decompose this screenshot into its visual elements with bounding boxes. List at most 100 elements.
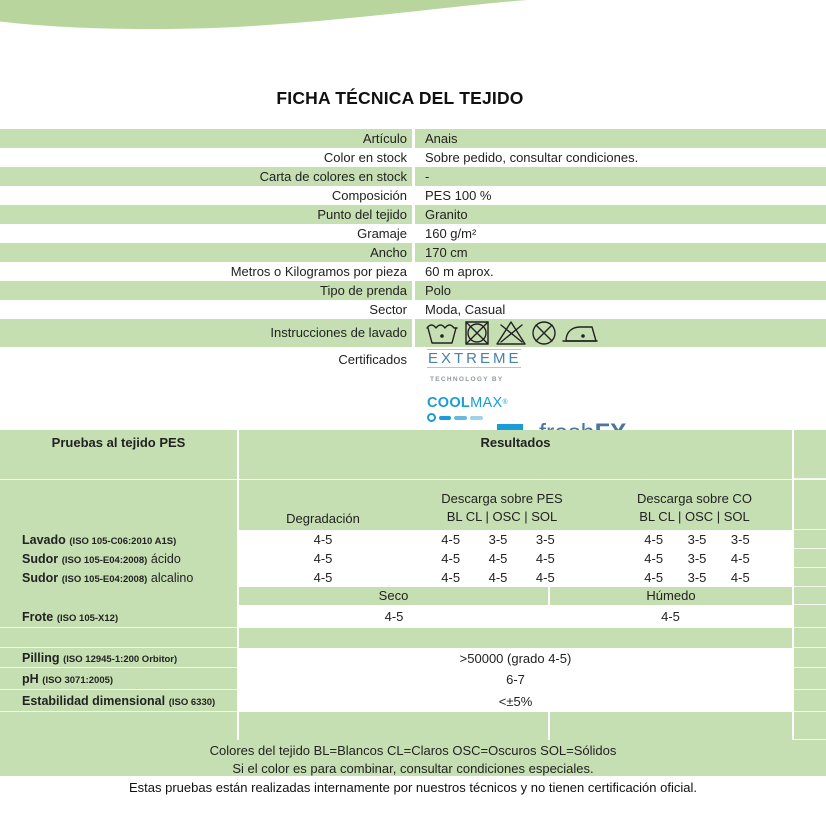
table-edge bbox=[794, 587, 826, 605]
degradacion-header: Degradación bbox=[286, 511, 360, 526]
ph-value: 6-7 bbox=[239, 668, 792, 690]
care-instructions-row: Instrucciones de lavado bbox=[0, 319, 826, 347]
table-row: Color en stock Sobre pedido, consultar c… bbox=[0, 148, 826, 167]
property-value: Anais bbox=[415, 129, 826, 148]
test-name: Sudor bbox=[22, 571, 59, 585]
test-name: Estabilidad dimensional bbox=[22, 694, 166, 708]
table-row: Metros o Kilogramos por pieza 60 m aprox… bbox=[0, 262, 826, 281]
dash-icon bbox=[470, 415, 483, 420]
pes-values: 4-5 4-5 4-5 bbox=[441, 570, 555, 585]
test-name: Frote bbox=[22, 610, 54, 624]
extreme-wordmark: EXTREME bbox=[428, 350, 522, 367]
table-row: Composición PES 100 % bbox=[0, 186, 826, 205]
co-values: 4-5 3-5 4-5 bbox=[644, 570, 750, 585]
coolmax-ring-icon bbox=[427, 413, 436, 422]
results-header: Resultados bbox=[239, 430, 792, 479]
property-value: 60 m aprox. bbox=[425, 264, 494, 279]
descarga-co-header: Descarga sobre CO BL CL | OSC | SOL bbox=[597, 480, 792, 530]
color-legend-band: Colores del tejido BL=Blancos CL=Claros … bbox=[0, 740, 826, 776]
combination-note-line: Si el color es para combinar, consultar … bbox=[232, 761, 594, 776]
dash-icon bbox=[454, 415, 467, 420]
estabilidad-value: <±5% bbox=[239, 690, 792, 712]
property-value: 160 g/m² bbox=[425, 226, 477, 241]
header-swoosh-graphic bbox=[0, 0, 527, 30]
table-row: Punto del tejido Granito bbox=[0, 205, 826, 224]
test-name: Lavado bbox=[22, 533, 66, 547]
column-divider bbox=[412, 148, 415, 167]
table-edge bbox=[794, 690, 826, 712]
test-iso: (ISO 105-C06:2010 A1S) bbox=[69, 536, 177, 547]
descarga-co-title: Descarga sobre CO bbox=[637, 491, 752, 506]
empty-cell bbox=[0, 587, 237, 605]
table-row: Ancho 170 cm bbox=[0, 243, 826, 262]
spacer-row bbox=[0, 712, 826, 740]
humedo-header: Húmedo bbox=[550, 587, 792, 605]
property-label: Tipo de prenda bbox=[0, 281, 412, 300]
registered-mark: ® bbox=[502, 399, 508, 406]
coolmax-max-text: MAX bbox=[470, 395, 503, 411]
test-iso: (ISO 105-X12) bbox=[56, 613, 119, 624]
color-legend-line: Colores del tejido BL=Blancos CL=Claros … bbox=[209, 743, 617, 758]
test-name: Pilling bbox=[22, 651, 60, 665]
property-label: Carta de colores en stock bbox=[0, 167, 412, 186]
test-name: Sudor bbox=[22, 552, 59, 566]
table-edge bbox=[794, 430, 826, 479]
test-name: pH bbox=[22, 672, 39, 686]
property-value: Moda, Casual bbox=[425, 302, 506, 317]
table-row: Sector Moda, Casual bbox=[0, 300, 826, 319]
test-iso: (ISO 6330) bbox=[168, 697, 216, 708]
page-title: FICHA TÉCNICA DEL TEJIDO bbox=[276, 88, 524, 108]
table-edge bbox=[794, 480, 826, 530]
property-label: Ancho bbox=[0, 243, 412, 262]
co-values: 4-5 3-5 3-5 bbox=[644, 532, 750, 547]
property-label: Certificados bbox=[338, 352, 407, 367]
dash-icon bbox=[439, 415, 451, 420]
property-value: Polo bbox=[415, 281, 826, 300]
column-divider bbox=[412, 347, 415, 430]
column-divider bbox=[412, 300, 415, 319]
result-row-sudor-alcalino: Sudor (ISO 105-E04:2008) alcalino 4-5 4-… bbox=[0, 568, 826, 587]
test-iso: (ISO 12945-1:200 Orbitor) bbox=[63, 654, 178, 665]
descarga-pes-subcolumns: BL CL | OSC | SOL bbox=[446, 509, 558, 524]
table-edge bbox=[794, 648, 826, 668]
descarga-pes-title: Descarga sobre PES bbox=[441, 491, 563, 506]
table-edge bbox=[794, 668, 826, 690]
seco-humedo-header-row: Seco Húmedo bbox=[0, 587, 826, 605]
property-label: Gramaje bbox=[357, 226, 407, 241]
table-row: Tipo de prenda Polo bbox=[0, 281, 826, 300]
do-not-tumble-dry-icon bbox=[465, 321, 489, 345]
property-value: - bbox=[415, 167, 826, 186]
tests-header: Pruebas al tejido PES bbox=[0, 430, 237, 479]
result-row-lavado: Lavado (ISO 105-C06:2010 A1S) 4-5 4-5 3-5… bbox=[0, 530, 826, 549]
table-row: Artículo Anais bbox=[0, 129, 826, 148]
property-label: Punto del tejido bbox=[0, 205, 412, 224]
column-divider bbox=[412, 281, 415, 300]
divider bbox=[427, 349, 521, 350]
property-label: Artículo bbox=[0, 129, 412, 148]
pilling-value: >50000 (grado 4-5) bbox=[239, 648, 792, 668]
divider bbox=[427, 367, 521, 368]
property-value: Sobre pedido, consultar condiciones. bbox=[425, 150, 639, 165]
column-divider bbox=[412, 186, 415, 205]
test-iso: (ISO 105-E04:2008) bbox=[61, 574, 148, 585]
coolmax-cool-text: COOL bbox=[427, 395, 471, 411]
property-label: Sector bbox=[369, 302, 407, 317]
property-value: 170 cm bbox=[415, 243, 826, 262]
iron-low-icon bbox=[562, 326, 598, 342]
column-divider bbox=[412, 319, 415, 347]
do-not-bleach-icon bbox=[496, 321, 526, 345]
pes-values: 4-5 3-5 3-5 bbox=[441, 532, 555, 547]
certificates-row: Certificados EXTREME TECHNOLOGY BY COOLM… bbox=[0, 347, 826, 446]
property-label: Composición bbox=[331, 188, 407, 203]
column-divider bbox=[412, 205, 415, 224]
care-icons bbox=[415, 319, 826, 347]
pes-values: 4-5 4-5 4-5 bbox=[441, 551, 555, 566]
results-subheader-row: Degradación Descarga sobre PES BL CL | O… bbox=[0, 480, 826, 530]
degradacion-value: 4-5 bbox=[313, 532, 333, 547]
frote-humedo-value: 4-5 bbox=[661, 609, 680, 624]
wash-30-icon bbox=[426, 324, 458, 344]
column-divider bbox=[412, 224, 415, 243]
property-value: PES 100 % bbox=[425, 188, 492, 203]
result-row-ph: pH (ISO 3071:2005) 6-7 bbox=[0, 668, 826, 690]
